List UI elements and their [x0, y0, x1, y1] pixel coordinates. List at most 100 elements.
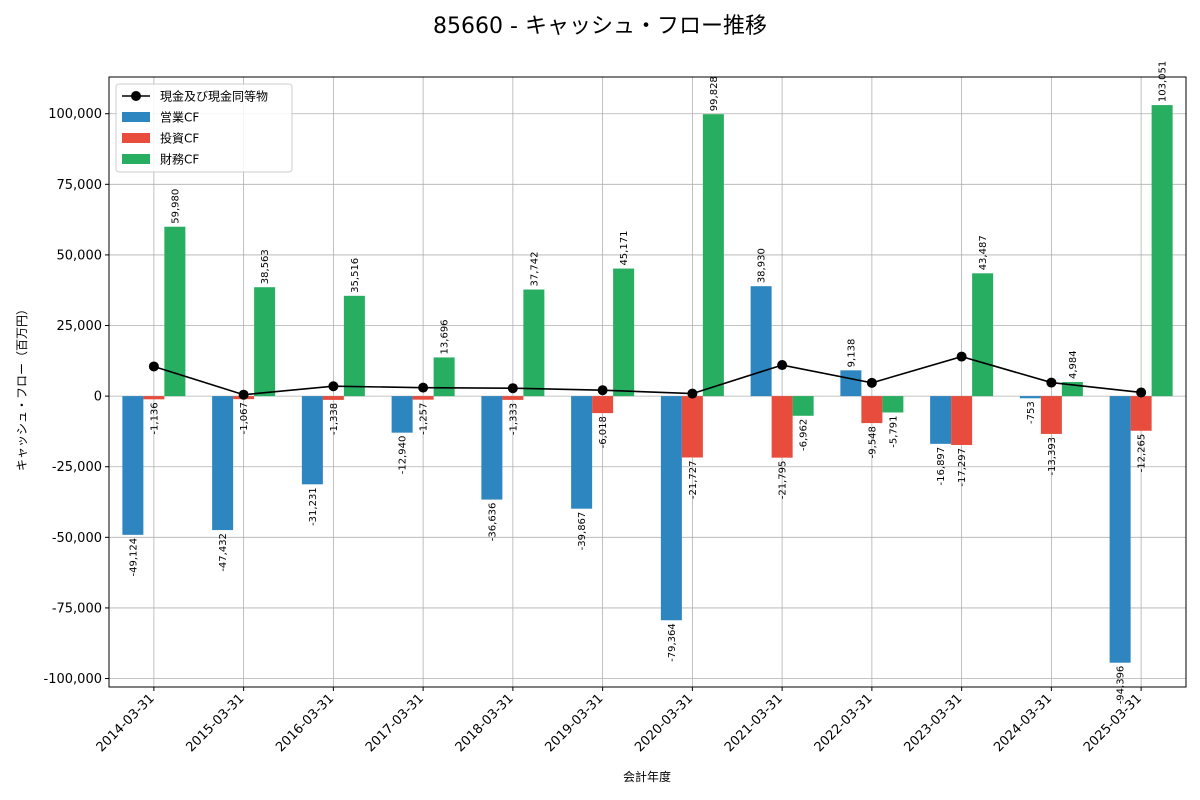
legend-swatch-marker — [131, 91, 141, 101]
y-tick-label: 25,000 — [57, 319, 103, 334]
bar — [301, 396, 323, 485]
axis-ticks: -100,000 -75,000 -50,000 -25,000 0 25,000 50,0… — [44, 107, 1145, 755]
bar-value-label: -753 — [1026, 401, 1037, 424]
bar — [1019, 396, 1041, 399]
x-tick-label: 2021-03-31 — [722, 691, 786, 755]
bar-value-label: -79,364 — [667, 623, 678, 662]
bar — [702, 114, 724, 397]
legend-label: 財務CF — [160, 152, 199, 167]
bar-value-label: 59,980 — [170, 189, 181, 224]
bar-value-label: -1,333 — [508, 403, 519, 435]
bar-value-label: 4,984 — [1068, 350, 1079, 379]
x-tick-label: 2018-03-31 — [453, 691, 517, 755]
bar — [972, 273, 994, 397]
bar — [412, 396, 434, 400]
bar — [212, 396, 234, 531]
bars — [122, 105, 1173, 663]
bar-value-label: 99,828 — [709, 76, 720, 111]
cash-line — [153, 355, 1142, 396]
x-tick-label: 2020-03-31 — [632, 691, 696, 755]
x-tick-label: 2024-03-31 — [991, 691, 1055, 755]
x-axis-label: 会計年度 — [623, 769, 671, 784]
bar — [1130, 396, 1152, 431]
bar-value-label: -17,297 — [957, 448, 968, 487]
bar — [771, 396, 793, 458]
y-tick-label: -75,000 — [52, 601, 102, 616]
bar — [433, 357, 455, 397]
bar — [1151, 105, 1173, 397]
y-tick-label: -25,000 — [52, 460, 102, 475]
bar — [861, 396, 883, 424]
y-tick-label: 75,000 — [57, 178, 103, 193]
bar — [481, 396, 503, 500]
data-labels: -49,124 -47,432 -31,231 -12,940 -36,636 -39,8… — [128, 61, 1168, 705]
cash-line-point — [597, 385, 608, 396]
bar — [1040, 396, 1062, 434]
bar — [1109, 396, 1131, 663]
cash-line-point — [148, 361, 159, 372]
bar-value-label: -12,940 — [398, 436, 409, 475]
bar — [322, 396, 344, 400]
bar — [930, 396, 952, 444]
cash-line-point — [1136, 387, 1147, 398]
bar — [681, 396, 703, 458]
bar-value-label: -13,393 — [1047, 437, 1058, 476]
cash-line-point — [507, 383, 518, 394]
bar — [343, 295, 365, 397]
bar-value-label: 38,563 — [260, 249, 271, 284]
x-tick-label: 2017-03-31 — [363, 691, 427, 755]
bar — [951, 396, 973, 445]
legend-label: 営業CF — [160, 111, 199, 125]
cash-line-point — [687, 388, 698, 399]
legend-swatch — [122, 112, 150, 122]
bar-value-label: -1,067 — [239, 402, 250, 434]
x-tick-label: 2016-03-31 — [273, 691, 337, 755]
bar — [882, 396, 904, 413]
bar-value-label: -1,257 — [419, 403, 430, 435]
legend-label: 現金及び現金同等物 — [160, 89, 268, 104]
cash-line-point — [418, 382, 429, 393]
bar-value-label: -94,396 — [1116, 666, 1127, 705]
cash-line-point — [777, 360, 788, 371]
bar-value-label: -12,265 — [1137, 434, 1148, 473]
x-tick-label: 2022-03-31 — [812, 691, 876, 755]
bar-value-label: -39,867 — [577, 512, 588, 551]
cash-line-point — [956, 351, 967, 362]
bar — [164, 226, 186, 397]
bar-value-label: 13,696 — [440, 319, 451, 354]
bar-value-label: -9,548 — [867, 426, 878, 458]
y-axis-label: キャッシュ・フロー（百万円） — [15, 303, 29, 471]
x-tick-label: 2015-03-31 — [183, 691, 247, 755]
cash-line-point — [238, 389, 249, 400]
cash-line-point — [866, 377, 877, 388]
bar — [254, 287, 276, 397]
legend-label: 投資CF — [160, 131, 199, 146]
bar-value-label: -49,124 — [128, 538, 139, 577]
bar-value-label: -6,018 — [598, 416, 609, 448]
bar-value-label: -16,897 — [936, 447, 947, 486]
legend-swatch — [122, 154, 150, 164]
bar — [792, 396, 814, 416]
bar-value-label: 43,487 — [978, 235, 989, 270]
bar — [571, 396, 593, 509]
cash-line-point — [328, 381, 339, 392]
bar-value-label: -21,727 — [688, 460, 699, 499]
bar-value-label: -21,795 — [778, 461, 789, 500]
y-tick-label: -100,000 — [44, 672, 102, 687]
cash-line-series — [148, 351, 1147, 400]
y-tick-label: 100,000 — [48, 107, 102, 122]
x-tick-label: 2023-03-31 — [901, 691, 965, 755]
bar — [592, 396, 614, 414]
bar-value-label: 35,516 — [350, 258, 361, 293]
x-tick-label: 2014-03-31 — [94, 691, 158, 755]
y-tick-label: -50,000 — [52, 531, 102, 546]
x-tick-label: 2019-03-31 — [542, 691, 606, 755]
bar-value-label: 9,138 — [846, 339, 857, 368]
bar — [660, 396, 682, 621]
legend-swatch — [122, 133, 150, 143]
bar-value-label: -31,231 — [308, 487, 319, 526]
bar-value-label: -47,432 — [218, 533, 229, 572]
y-tick-label: 0 — [94, 390, 102, 405]
x-tick-label: 2025-03-31 — [1081, 691, 1145, 755]
